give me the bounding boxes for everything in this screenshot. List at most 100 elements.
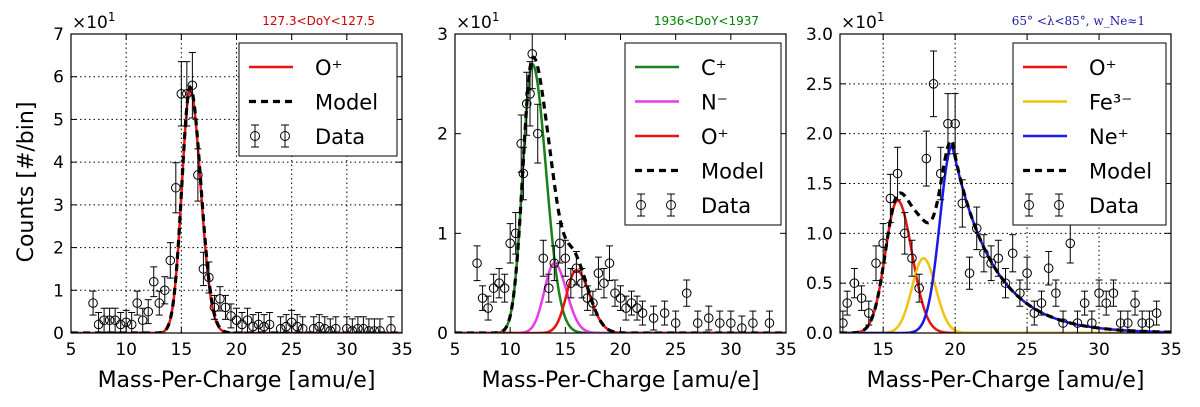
legend-label: N⁻ [701, 91, 728, 115]
data-point [588, 290, 598, 316]
data-point [1058, 310, 1068, 333]
data-point [110, 307, 120, 333]
data-point [176, 61, 187, 127]
y-tick-label: 2 [437, 125, 448, 145]
y-tick-label: 0 [437, 324, 448, 344]
data-point [532, 103, 543, 164]
x-tick-label: 15 [555, 340, 577, 360]
data-point [477, 285, 488, 311]
y-tick-label: 1.5 [806, 175, 833, 195]
x-axis-label: Mass-Per-Charge [amu/e] [867, 368, 1145, 393]
legend-entry: O⁺ [1023, 56, 1117, 80]
data-point [648, 305, 659, 331]
data-point [621, 295, 631, 321]
data-point [849, 267, 860, 299]
data-point [259, 314, 269, 333]
x-tick-label: 30 [720, 340, 742, 360]
legend-label: Fe³⁻ [1089, 91, 1132, 115]
data-point [99, 307, 109, 333]
y-tick-label: 2.0 [806, 125, 833, 145]
x-tick-label: 25 [1016, 340, 1038, 360]
data-point [599, 267, 609, 299]
data-point [637, 300, 648, 326]
legend-entry: Data [636, 193, 751, 218]
x-tick-label: 20 [226, 340, 248, 360]
legend [1012, 42, 1167, 226]
data-point [308, 316, 319, 333]
legend-label: Ne⁺ [1089, 125, 1129, 149]
legend-entry: Model [1023, 160, 1152, 184]
data-point [626, 290, 637, 316]
axis-multiplier: ×101 [841, 10, 885, 33]
data-point [386, 316, 396, 333]
data-point [171, 162, 181, 214]
x-tick-label: 10 [499, 340, 521, 360]
data-point [914, 273, 924, 303]
panel-3: 15 20 25 30 35 0.0 0.5 1.0 1.5 2.0 2.5 3.0 ×101 65° <… [806, 10, 1182, 393]
data-point [1007, 234, 1018, 273]
x-tick-label: 35 [391, 340, 413, 360]
data-point [165, 242, 176, 279]
data-point [325, 318, 336, 333]
data-point [209, 294, 220, 320]
legend-entry: O⁺ [249, 56, 343, 80]
x-tick-label: 10 [115, 340, 137, 360]
data-point [472, 245, 482, 282]
data-point [527, 34, 538, 90]
panel-2: 5 10 15 20 25 30 35 0 1 2 3 ×101 1936<DoY<1937 Mass-P… [437, 10, 797, 393]
data-point [986, 245, 996, 282]
x-tick-label: 5 [66, 340, 77, 360]
data-point [148, 266, 159, 298]
data-point [143, 299, 154, 325]
data-point [137, 307, 148, 333]
y-tick-label: 3 [53, 196, 64, 216]
data-point [375, 318, 385, 333]
data-point [281, 314, 291, 333]
axis-multiplier: ×101 [456, 10, 500, 33]
data-point [488, 273, 499, 303]
x-tick-label: 5 [450, 340, 461, 360]
data-point [1029, 300, 1040, 326]
data-point [950, 93, 960, 155]
data-point [1108, 279, 1119, 307]
y-tick-label: 0.5 [806, 274, 833, 294]
data-point [521, 71, 532, 136]
data-point [582, 285, 593, 311]
data-point [943, 93, 953, 155]
panel-annotation: 127.3<DoY<127.5 [262, 14, 375, 28]
data-point [899, 212, 910, 255]
data-point [198, 251, 209, 287]
data-point [659, 300, 670, 326]
data-point [1087, 310, 1097, 333]
data-point [935, 146, 946, 201]
data-point [226, 303, 236, 329]
data-point [1015, 279, 1025, 307]
legend-entry: Model [635, 160, 764, 184]
data-point [543, 273, 554, 303]
data-point [297, 316, 308, 333]
data-point [615, 285, 626, 311]
y-tick-label: 4 [53, 153, 64, 173]
data-point [1022, 256, 1032, 290]
data-point [892, 146, 903, 201]
data-point [863, 300, 874, 326]
data-point [88, 290, 98, 316]
data-point [964, 256, 975, 290]
data-point [292, 314, 302, 333]
legend-entry: Data [1024, 193, 1139, 218]
data-point [971, 206, 982, 251]
data-point [632, 295, 642, 321]
data-point [538, 239, 549, 277]
x-axis-label: Mass-Per-Charge [amu/e] [482, 368, 760, 393]
data-point [1065, 223, 1076, 264]
data-point [483, 295, 493, 321]
data-point [1079, 290, 1090, 316]
data-point [555, 223, 565, 264]
data-point [159, 276, 170, 305]
x-tick-label: 25 [665, 340, 687, 360]
data-point [928, 50, 939, 118]
y-tick-label: 1.0 [806, 224, 833, 244]
data-point [510, 212, 521, 255]
data-point [204, 261, 214, 294]
